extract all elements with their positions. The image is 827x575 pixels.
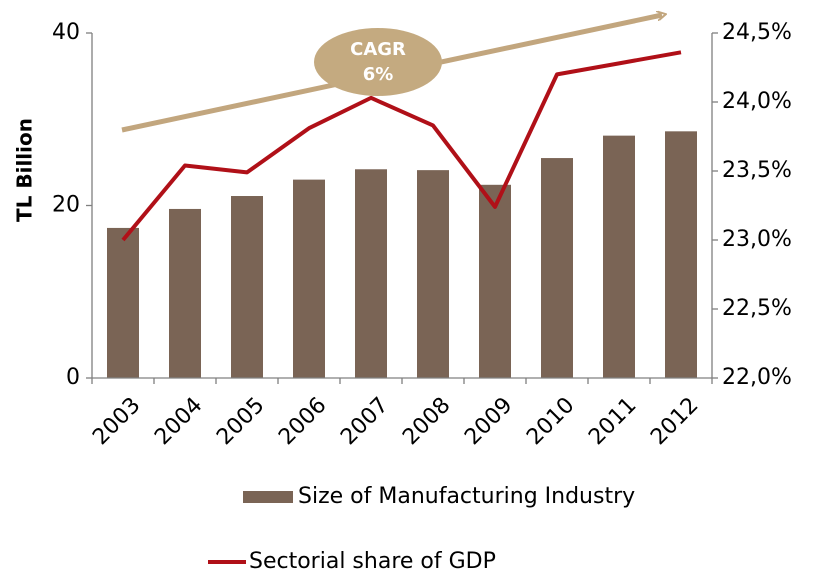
bar [355,169,387,378]
y-tick-label: 0 [66,365,80,390]
x-tick-label: 2008 [398,393,455,450]
bar [169,208,201,378]
y2-tick-label: 23,0% [722,227,792,252]
cagr-bubble [314,28,442,96]
x-tick-label: 2012 [646,393,703,450]
y2-tick-label: 23,5% [722,158,792,183]
x-tick-label: 2009 [460,393,517,450]
bars [107,131,697,378]
y2-tick-label: 24,0% [722,89,792,114]
legend-label: Sectorial share of GDP [249,549,496,574]
x-tick-label: 2011 [584,393,641,450]
annotation: 6% [363,64,394,85]
x-tick-label: 2010 [522,393,579,450]
y-axis-label: TL Billion [13,118,37,222]
x-tick-label: 2005 [212,393,269,450]
bar [479,184,511,378]
bar [665,131,697,378]
bar [541,158,573,378]
y-tick-label: 40 [52,20,80,45]
legend-label: Size of Manufacturing Industry [298,484,635,509]
annotation: CAGR [350,39,406,60]
y2-tick-label: 22,0% [722,365,792,390]
bar [293,179,325,378]
line [121,50,682,242]
x-tick-label: 2004 [150,393,207,450]
legend-swatch [243,491,293,503]
bar [231,196,263,378]
bar [603,135,635,378]
y2-tick-label: 22,5% [722,296,792,321]
y2-tick-label: 24,5% [722,20,792,45]
bar [107,227,139,378]
y-tick-label: 20 [52,193,80,218]
bar [417,170,449,378]
x-tick-label: 2007 [336,393,393,450]
x-tick-label: 2006 [274,393,331,450]
x-tick-label: 2003 [88,393,145,450]
